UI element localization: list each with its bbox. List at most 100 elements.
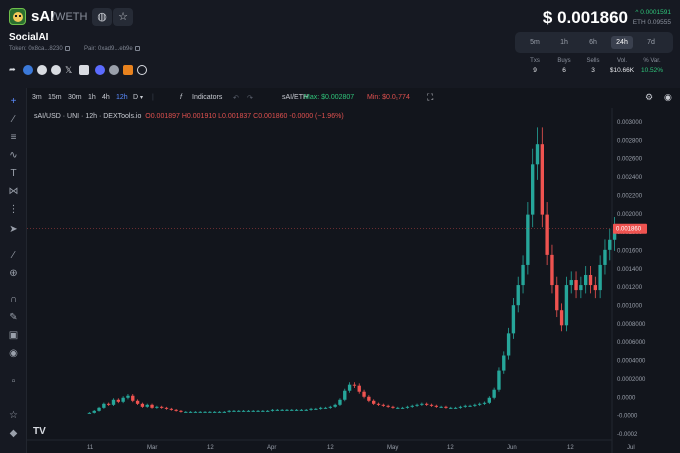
eye-icon[interactable]: ◉ — [9, 348, 18, 359]
token-address[interactable]: Token: 0x8ca...8230 — [9, 46, 70, 52]
candle-body — [449, 407, 453, 409]
chart-toolbar: 3m 15m 30m 1h 4h 12h D ▾ | f Indicators … — [27, 88, 680, 108]
timeframe-6h[interactable]: 6h — [589, 39, 597, 46]
y-tick-label: 0.002200 — [617, 193, 643, 199]
legend-change: -0.0000 (−1.96%) — [289, 113, 344, 120]
crosshair-icon[interactable]: + — [10, 96, 17, 107]
candle-body — [227, 410, 231, 412]
copy-icon[interactable] — [134, 46, 140, 51]
candle-body — [126, 395, 130, 398]
stat-sells: 3 — [591, 67, 595, 74]
candle-body — [208, 411, 212, 413]
price-chart[interactable]: 0.003000 0.002800 0.002600 0.002400 0.002200… — [27, 108, 680, 453]
coinmarketcap-icon[interactable] — [95, 65, 105, 75]
timeframe-24h[interactable]: 24h — [611, 36, 633, 49]
star-icon[interactable]: ☆ — [113, 8, 133, 26]
candle-body — [265, 410, 270, 412]
camera-icon[interactable]: ◉ — [664, 92, 672, 102]
redo-icon[interactable]: ↷ — [247, 95, 253, 102]
interval-3m[interactable]: 3m — [32, 94, 42, 101]
current-price-tag — [613, 223, 647, 234]
price-change: ^ 0.0001591 — [635, 9, 671, 16]
forecast-icon[interactable]: ⋮ — [8, 204, 19, 215]
candle-body — [270, 409, 275, 411]
copy-icon[interactable] — [64, 46, 70, 51]
trash-icon[interactable]: ▫ — [11, 376, 16, 387]
candle-body — [333, 404, 337, 407]
candle-body — [434, 405, 439, 407]
interval-d[interactable]: D — [133, 94, 139, 101]
zoom-in-icon[interactable]: ⊕ — [9, 268, 18, 279]
ohlc-legend: sAI/USD · UNI · 12h · DEXTools.io O0.001… — [34, 113, 344, 120]
candle-body — [232, 410, 236, 412]
website-icon[interactable] — [37, 65, 47, 75]
x-tick-label: Jun — [507, 445, 517, 451]
candle-body — [603, 249, 607, 265]
candle-body — [593, 285, 598, 291]
drawing-toolbar: + ∕ ≡ ∿ T ⋈ ⋮ ➤ ∕ ⊕ ∩ ✎ ▣ ◉ ▫ ☆ ◆ — [0, 88, 27, 453]
lock-draw-icon[interactable]: ✎ — [9, 312, 18, 323]
timeframe-7d[interactable]: 7d — [647, 39, 655, 46]
interval-30m[interactable]: 30m — [68, 94, 82, 101]
pair-address[interactable]: Pair: 0xad9...eb9e — [84, 46, 140, 52]
dextools-icon[interactable] — [23, 65, 33, 75]
undo-icon[interactable]: ↶ — [233, 95, 239, 102]
interval-4h[interactable]: 4h — [102, 94, 110, 101]
stat-volume: $10.66K — [609, 67, 635, 74]
candle-body — [477, 403, 482, 405]
candle-body — [574, 280, 578, 291]
trendline-icon[interactable]: ∕ — [12, 114, 15, 125]
candle-body — [174, 409, 178, 411]
binoculars-icon[interactable]: ◍ — [92, 8, 112, 26]
metamask-icon[interactable] — [123, 65, 133, 75]
candle-body — [569, 280, 573, 286]
candle-body — [400, 407, 405, 409]
share-icon[interactable]: ➦ — [9, 65, 16, 74]
candle-body — [381, 404, 386, 406]
twitter-icon[interactable]: 𝕏 — [65, 65, 73, 75]
fullscreen-icon[interactable]: ⛶ — [427, 92, 434, 102]
pattern-icon[interactable]: ⋈ — [8, 186, 19, 197]
candle-body — [323, 407, 328, 409]
ruler-icon[interactable]: ∕ — [12, 250, 15, 261]
text-icon[interactable]: T — [10, 168, 17, 179]
candle-body — [304, 409, 308, 411]
candle-body — [318, 407, 323, 409]
token-header: sAI /WETH ◍ ☆ SocialAI Token: 0x8ca...82… — [0, 0, 680, 88]
chevron-down-icon[interactable]: ▾ — [140, 95, 144, 101]
candle-body — [299, 409, 304, 411]
magnet-icon[interactable]: ∩ — [9, 294, 18, 305]
timeframe-1h[interactable]: 1h — [560, 39, 568, 46]
candle-body — [222, 411, 227, 413]
pair-toggle[interactable]: sAI/ETH — [282, 94, 309, 101]
y-tick-label: 0.0002000 — [617, 377, 646, 383]
settings-gear-icon[interactable]: ⚙ — [645, 92, 654, 102]
indicators-icon[interactable]: f — [180, 94, 182, 101]
x-tick-label: 12 — [327, 445, 334, 451]
link-icon[interactable] — [137, 65, 147, 75]
candle-body — [328, 406, 333, 408]
brush-icon[interactable]: ∿ — [9, 150, 18, 161]
horizontal-lines-icon[interactable]: ≡ — [10, 132, 17, 143]
rocket-icon[interactable]: ➤ — [9, 224, 18, 235]
coingecko-icon[interactable] — [109, 65, 119, 75]
interval-15m[interactable]: 15m — [48, 94, 62, 101]
candle-body — [608, 239, 612, 250]
candle-body — [155, 406, 159, 408]
favorite-star-icon[interactable]: ☆ — [9, 410, 18, 421]
telegram-icon[interactable] — [51, 65, 61, 75]
y-tick-label: 0.001000 — [617, 304, 643, 310]
youtube-icon[interactable] — [79, 65, 89, 75]
interval-12h[interactable]: 12h — [116, 94, 128, 101]
token-name: SocialAI — [9, 32, 49, 43]
candle-body — [405, 406, 410, 408]
candle-body — [468, 405, 472, 407]
x-tick-label: 11 — [87, 445, 94, 451]
lock-icon[interactable]: ▣ — [8, 330, 19, 341]
layers-icon[interactable]: ◆ — [9, 428, 18, 439]
candle-body — [612, 228, 617, 240]
timeframe-5m[interactable]: 5m — [530, 39, 540, 46]
indicators-button[interactable]: Indicators — [192, 94, 223, 101]
candle-body — [371, 400, 376, 404]
interval-1h[interactable]: 1h — [88, 94, 96, 101]
